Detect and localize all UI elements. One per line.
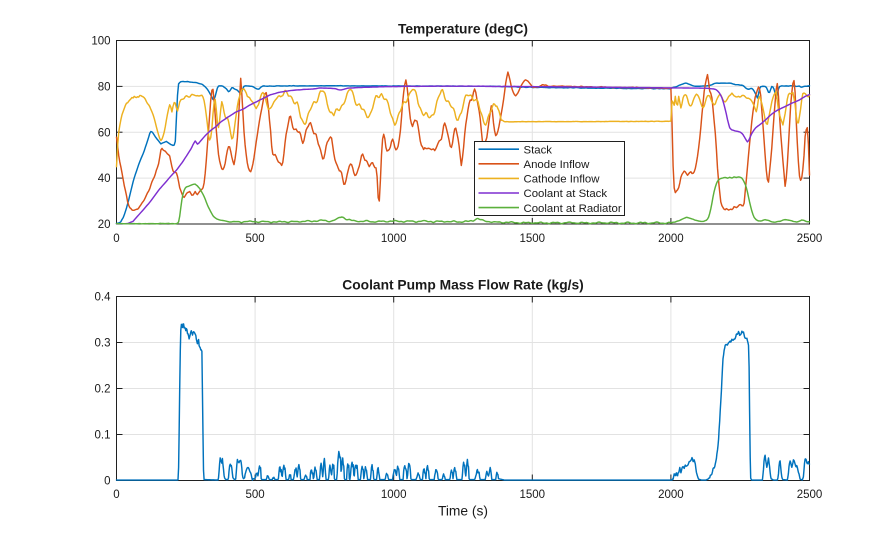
svg-text:Cathode Inflow: Cathode Inflow [524,174,601,186]
svg-text:2500: 2500 [797,489,823,501]
svg-text:40: 40 [98,173,111,185]
svg-text:1000: 1000 [381,233,407,245]
svg-text:20: 20 [98,219,111,231]
svg-text:0: 0 [104,476,110,488]
svg-text:60: 60 [98,127,111,139]
svg-text:2000: 2000 [658,233,684,245]
svg-text:80: 80 [98,81,111,93]
svg-text:0: 0 [113,233,119,245]
svg-text:0.1: 0.1 [95,430,111,442]
svg-text:Stack: Stack [524,144,553,156]
svg-text:100: 100 [91,36,110,48]
svg-text:500: 500 [246,489,265,501]
svg-text:Coolant Pump Mass Flow Rate (k: Coolant Pump Mass Flow Rate (kg/s) [342,278,583,293]
svg-text:Coolant at Stack: Coolant at Stack [524,188,608,200]
svg-text:1500: 1500 [520,489,546,501]
svg-text:1500: 1500 [520,233,546,245]
svg-text:Temperature (degC): Temperature (degC) [398,22,528,37]
svg-text:Anode Inflow: Anode Inflow [524,159,591,171]
svg-text:0: 0 [113,489,119,501]
svg-text:Coolant at Radiator: Coolant at Radiator [524,203,622,215]
svg-text:Time (s): Time (s) [438,504,488,519]
svg-text:1000: 1000 [381,489,407,501]
svg-text:0.2: 0.2 [95,384,111,396]
svg-text:0.3: 0.3 [95,338,111,350]
svg-text:2500: 2500 [797,233,823,245]
svg-text:2000: 2000 [658,489,684,501]
svg-text:500: 500 [246,233,265,245]
svg-text:0.4: 0.4 [95,292,112,304]
